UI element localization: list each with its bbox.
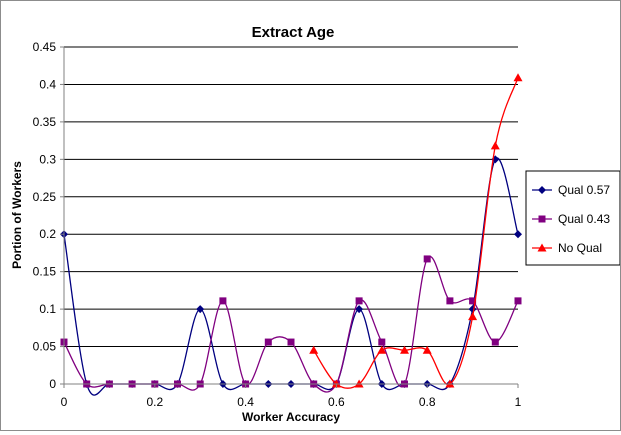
series-qual-0-57 bbox=[60, 155, 522, 396]
legend-item: No Qual bbox=[532, 241, 602, 255]
data-point bbox=[490, 141, 500, 150]
series-line bbox=[63, 157, 519, 396]
y-tick-label: 0.05 bbox=[33, 340, 57, 354]
chart-title: Extract Age bbox=[252, 24, 335, 41]
legend-item: Qual 0.57 bbox=[532, 183, 610, 197]
data-point bbox=[446, 297, 454, 305]
series-line bbox=[313, 77, 519, 389]
y-tick-label: 0 bbox=[49, 377, 56, 391]
legend-label: Qual 0.43 bbox=[558, 212, 610, 226]
y-tick-label: 0.4 bbox=[39, 77, 56, 91]
data-point bbox=[514, 297, 522, 305]
data-point bbox=[287, 338, 295, 346]
x-tick-label: 0.2 bbox=[146, 395, 163, 409]
data-point bbox=[514, 230, 522, 239]
data-point bbox=[400, 345, 409, 354]
tick-labels: 0 0.05 0.1 0.15 0.2 0.25 0.3 0.35 0.4 0.45 0 0.2 0.4… bbox=[33, 40, 522, 409]
legend-item: Qual 0.43 bbox=[532, 212, 610, 226]
data-point bbox=[469, 297, 477, 305]
data-point bbox=[513, 73, 523, 82]
grid-lines bbox=[64, 46, 518, 348]
y-tick-label: 0.15 bbox=[33, 265, 57, 279]
y-tick-label: 0.45 bbox=[33, 40, 57, 54]
x-tick-label: 0.6 bbox=[328, 395, 345, 409]
x-tick-label: 0.4 bbox=[237, 395, 254, 409]
series-qual-0-43 bbox=[60, 255, 522, 393]
data-point bbox=[355, 305, 364, 314]
data-point bbox=[422, 345, 432, 354]
y-tick-label: 0.25 bbox=[33, 190, 57, 204]
data-point bbox=[264, 338, 272, 346]
data-point bbox=[219, 297, 227, 305]
data-point bbox=[378, 338, 386, 346]
data-point bbox=[309, 345, 319, 354]
x-tick-label: 1 bbox=[515, 395, 522, 409]
y-axis-title: Portion of Workers bbox=[10, 161, 24, 269]
legend-marker bbox=[537, 243, 547, 252]
legend-marker bbox=[538, 186, 546, 194]
data-point bbox=[468, 312, 478, 321]
legend-marker bbox=[538, 215, 546, 223]
data-point bbox=[468, 305, 477, 314]
legend: Qual 0.57 Qual 0.43 No Qual bbox=[525, 170, 621, 266]
x-axis-title: Worker Accuracy bbox=[242, 410, 340, 424]
series-line bbox=[63, 255, 519, 393]
data-point bbox=[423, 255, 431, 263]
legend-label: No Qual bbox=[558, 241, 602, 255]
axes bbox=[60, 46, 519, 388]
series-no-qual bbox=[309, 73, 523, 389]
data-point bbox=[196, 305, 205, 314]
y-tick-label: 0.35 bbox=[33, 115, 57, 129]
x-tick-label: 0 bbox=[61, 395, 68, 409]
y-tick-label: 0.1 bbox=[39, 302, 56, 316]
data-point bbox=[355, 297, 363, 305]
y-tick-label: 0.3 bbox=[39, 152, 56, 166]
data-point bbox=[377, 345, 387, 354]
data-point bbox=[491, 338, 499, 346]
legend-label: Qual 0.57 bbox=[558, 183, 610, 197]
x-tick-label: 0.8 bbox=[419, 395, 436, 409]
y-tick-label: 0.2 bbox=[39, 227, 56, 241]
